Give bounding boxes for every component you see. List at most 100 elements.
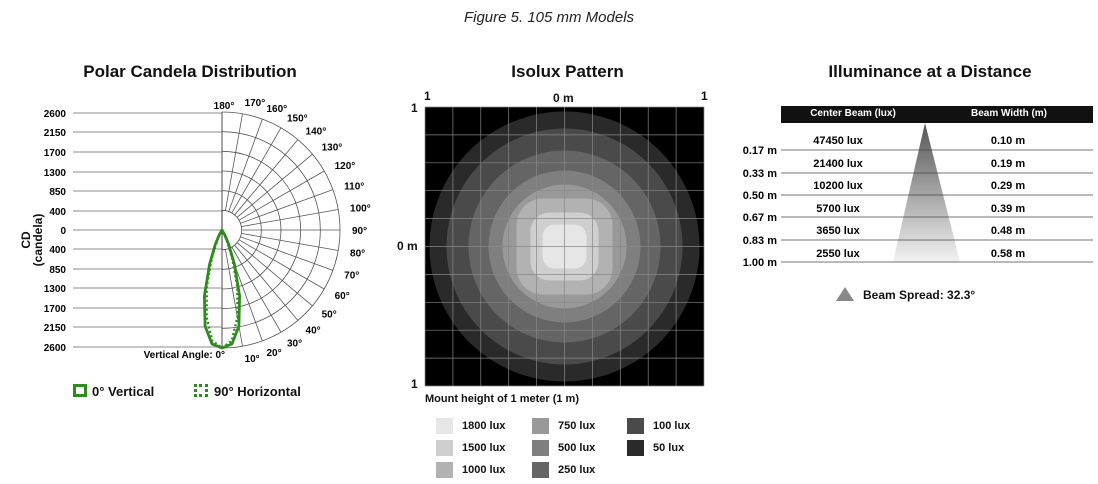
polar-spoke	[225, 113, 243, 211]
polar-spoke	[240, 189, 334, 224]
legend-250-label: 250 lux	[558, 464, 596, 476]
legend-100-label: 100 lux	[653, 420, 691, 432]
center-beam-value: 10200 lux	[813, 180, 863, 192]
center-beam-value: 3650 lux	[816, 225, 860, 237]
polar-spoke	[228, 118, 263, 212]
angle-label: 160°	[266, 104, 287, 115]
legend-500-swatch	[532, 440, 549, 456]
legend-vertical-swatch	[73, 384, 87, 397]
figure-title: Figure 5. 105 mm Models	[463, 9, 635, 26]
distance-label: 0.67 m	[743, 212, 777, 224]
angle-label: 170°	[245, 98, 266, 109]
legend-750-label: 750 lux	[558, 420, 596, 432]
angle-label: 150°	[287, 113, 308, 124]
angle-label: 40°	[306, 326, 321, 337]
radial-tick-label: 2600	[44, 343, 67, 354]
beam-width-value: 0.58 m	[991, 248, 1025, 260]
polar-spoke	[241, 233, 339, 251]
radial-tick-label: 1300	[44, 168, 67, 179]
radial-tick-label: 400	[49, 207, 66, 218]
polar-chart-title: Polar Candela Distribution	[83, 62, 297, 81]
series-vertical-curve	[203, 228, 241, 350]
illuminance-title: Illuminance at a Distance	[828, 62, 1032, 81]
isolux-top-right-label: 1	[701, 89, 708, 103]
beam-cone	[893, 123, 960, 262]
center-beam-value: 21400 lux	[813, 158, 863, 170]
legend-500-label: 500 lux	[558, 442, 596, 454]
legend-1000-label: 1000 lux	[462, 464, 506, 476]
polar-spoke	[231, 127, 282, 214]
legend-50-label: 50 lux	[653, 442, 685, 454]
beam-width-value: 0.10 m	[991, 135, 1025, 147]
legend-1800-swatch	[436, 418, 453, 434]
radial-tick-label: 850	[49, 187, 66, 198]
col-center-beam-header: Center Beam (lux)	[810, 108, 896, 119]
radial-tick-label: 400	[49, 245, 66, 256]
polar-spoke	[234, 244, 299, 321]
beam-width-value: 0.29 m	[991, 180, 1025, 192]
center-beam-value: 47450 lux	[813, 135, 863, 147]
angle-label: 120°	[335, 161, 356, 172]
angle-label: 10°	[245, 354, 260, 365]
radial-tick-label: 2600	[44, 109, 67, 120]
legend-1000-swatch	[436, 462, 453, 478]
radial-tick-label: 850	[49, 265, 66, 276]
angle-label: Vertical Angle: 0°	[144, 350, 225, 361]
beam-width-value: 0.39 m	[991, 203, 1025, 215]
legend-100-swatch	[627, 418, 644, 434]
polar-spoke	[236, 153, 313, 218]
radial-tick-label: 0	[60, 226, 66, 237]
isolux-left-center-label: 0 m	[397, 239, 418, 253]
legend-1500-swatch	[436, 440, 453, 456]
series-horizontal-curve	[205, 228, 239, 350]
distance-label: 0.33 m	[743, 168, 777, 180]
angle-label: 50°	[322, 310, 337, 321]
beam-spread-label: Beam Spread: 32.3°	[863, 288, 976, 302]
center-beam-value: 5700 lux	[816, 203, 860, 215]
center-beam-value: 2550 lux	[816, 248, 860, 260]
col-beam-width-header: Beam Width (m)	[970, 108, 1048, 119]
angle-label: 100°	[350, 203, 371, 214]
distance-label: 0.17 m	[743, 145, 777, 157]
angle-label: 60°	[335, 291, 350, 302]
angle-label: 90°	[352, 226, 367, 237]
polar-spoke	[240, 236, 334, 271]
distance-label: 0.50 m	[743, 190, 777, 202]
angle-label: 80°	[350, 249, 365, 260]
legend-horizontal-swatch	[194, 384, 208, 397]
legend-horizontal-label: 90° Horizontal	[214, 384, 301, 399]
polar-spoke	[234, 139, 299, 216]
isolux-left-top-label: 1	[411, 101, 418, 115]
angle-label: 140°	[306, 126, 327, 137]
beam-spread-icon	[836, 287, 854, 301]
distance-label: 0.83 m	[743, 235, 777, 247]
legend-50-swatch	[627, 440, 644, 456]
isolux-top-left-label: 1	[424, 89, 431, 103]
isolux-title: Isolux Pattern	[511, 62, 624, 81]
polar-spoke	[236, 242, 313, 307]
table-header-bar	[781, 106, 1093, 123]
angle-label: 20°	[266, 348, 281, 359]
legend-1800-label: 1800 lux	[462, 420, 506, 432]
isolux-top-center-label: 0 m	[553, 91, 574, 105]
radial-tick-label: 1700	[44, 304, 67, 315]
radial-tick-label: 2150	[44, 323, 67, 334]
polar-spoke	[231, 246, 282, 333]
angle-label: 70°	[344, 270, 359, 281]
legend-vertical-label: 0° Vertical	[92, 384, 155, 399]
isolux-xlabel: Mount height of 1 meter (1 m)	[425, 393, 579, 405]
polar-spoke	[225, 249, 243, 347]
radial-tick-label: 1700	[44, 148, 67, 159]
polar-spoke	[238, 239, 325, 290]
polar-grid	[73, 111, 341, 349]
angle-label: 30°	[287, 339, 302, 350]
angle-label: 110°	[344, 182, 364, 193]
isolux-left-bottom-label: 1	[411, 377, 418, 391]
distance-label: 1.00 m	[743, 257, 777, 269]
radial-tick-label: 1300	[44, 284, 67, 295]
angle-label: 180°	[214, 101, 235, 112]
polar-spoke	[238, 170, 325, 221]
beam-width-value: 0.48 m	[991, 225, 1025, 237]
